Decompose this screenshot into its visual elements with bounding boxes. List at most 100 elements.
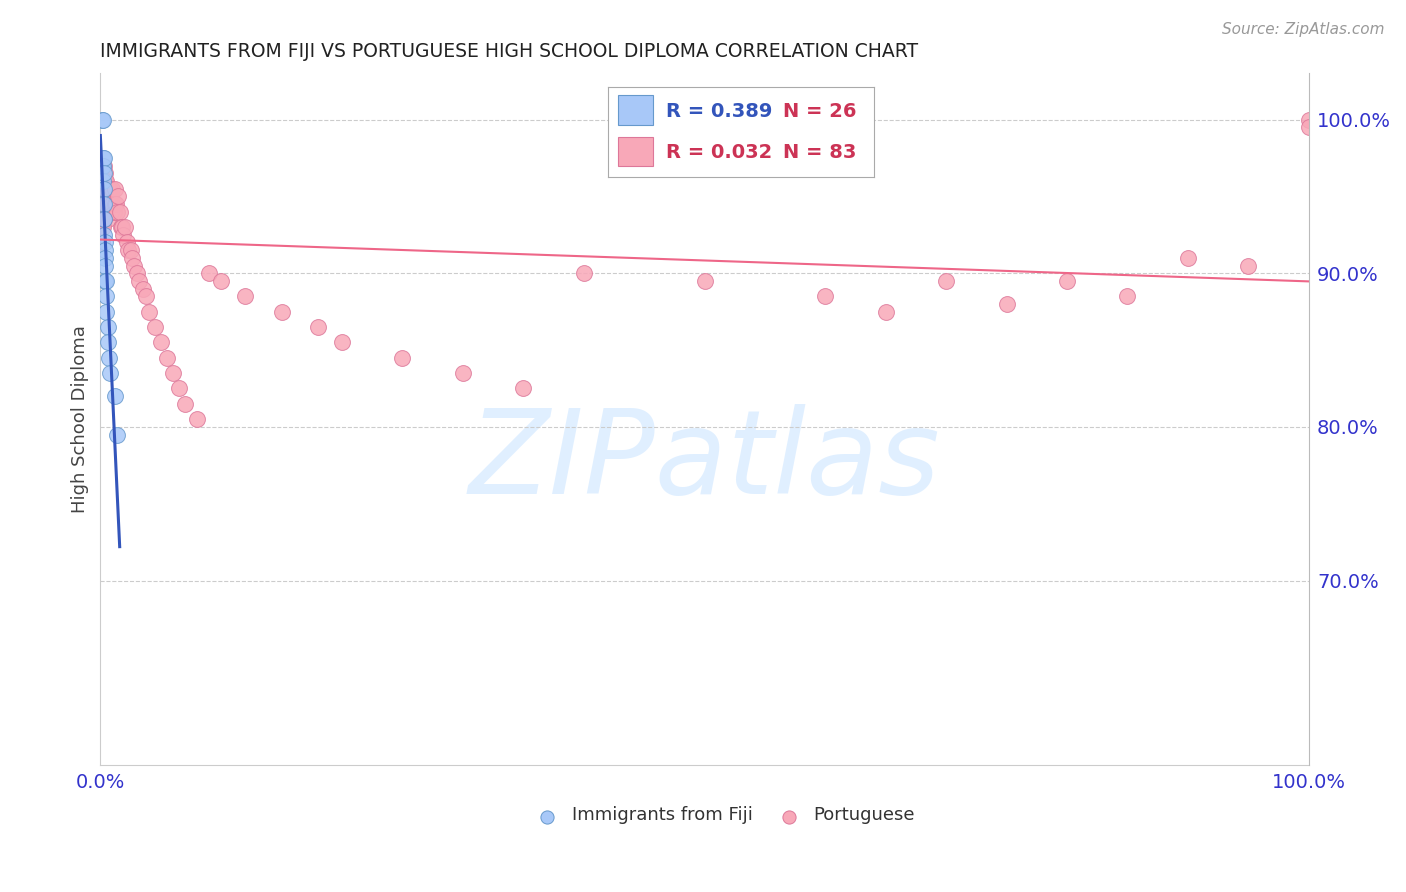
Point — [105, 204, 128, 219]
Point — [97, 335, 120, 350]
Point — [93, 182, 115, 196]
Point — [96, 274, 118, 288]
Point — [94, 259, 117, 273]
Point — [96, 182, 118, 196]
Text: Portuguese: Portuguese — [813, 805, 915, 824]
Point — [512, 382, 534, 396]
Point — [104, 182, 127, 196]
Point — [93, 212, 115, 227]
Point — [97, 197, 120, 211]
Point — [125, 266, 148, 280]
Point — [117, 243, 139, 257]
Point — [97, 320, 120, 334]
Point — [995, 297, 1018, 311]
Point — [91, 166, 114, 180]
Point — [91, 174, 114, 188]
Point — [138, 304, 160, 318]
Point — [97, 182, 120, 196]
Point — [96, 174, 118, 188]
Point — [104, 389, 127, 403]
Text: IMMIGRANTS FROM FIJI VS PORTUGUESE HIGH SCHOOL DIPLOMA CORRELATION CHART: IMMIGRANTS FROM FIJI VS PORTUGUESE HIGH … — [100, 42, 918, 61]
Point — [94, 243, 117, 257]
Point — [90, 220, 112, 235]
Point — [143, 320, 166, 334]
Point — [94, 274, 117, 288]
Point — [97, 212, 120, 227]
Point — [105, 197, 128, 211]
Point — [107, 189, 129, 203]
Point — [94, 189, 117, 203]
Point — [156, 351, 179, 365]
Point — [90, 159, 112, 173]
Point — [103, 204, 125, 219]
Point — [94, 166, 117, 180]
Point — [135, 289, 157, 303]
Point — [814, 289, 837, 303]
Point — [174, 397, 197, 411]
Point — [1298, 112, 1320, 127]
Point — [112, 227, 135, 242]
Point — [1298, 120, 1320, 135]
Point — [93, 227, 115, 242]
Point — [97, 351, 120, 365]
Point — [90, 189, 112, 203]
Point — [91, 189, 114, 203]
Point — [186, 412, 208, 426]
Point — [94, 251, 117, 265]
Point — [91, 151, 114, 165]
Text: Source: ZipAtlas.com: Source: ZipAtlas.com — [1222, 22, 1385, 37]
Point — [1177, 251, 1199, 265]
Point — [128, 274, 150, 288]
Point — [693, 274, 716, 288]
Point — [93, 197, 115, 211]
Point — [93, 159, 115, 173]
Point — [104, 197, 127, 211]
Point — [120, 243, 142, 257]
Point — [91, 112, 114, 127]
Point — [93, 212, 115, 227]
Point — [97, 197, 120, 211]
Text: Immigrants from Fiji: Immigrants from Fiji — [572, 805, 752, 824]
Point — [101, 197, 124, 211]
Point — [91, 159, 114, 173]
Point — [90, 159, 112, 173]
Point — [90, 174, 112, 188]
Point — [98, 366, 121, 380]
Point — [131, 282, 153, 296]
Point — [122, 259, 145, 273]
Point — [93, 166, 115, 180]
Point — [105, 427, 128, 442]
Point — [935, 274, 957, 288]
Point — [121, 251, 143, 265]
Point — [391, 351, 413, 365]
Point — [91, 220, 114, 235]
Point — [198, 266, 221, 280]
Point — [96, 304, 118, 318]
Point — [572, 266, 595, 280]
Point — [875, 304, 897, 318]
Point — [115, 235, 138, 250]
Point — [93, 151, 115, 165]
Point — [94, 174, 117, 188]
Point — [100, 189, 122, 203]
Point — [111, 220, 134, 235]
Point — [1116, 289, 1139, 303]
Point — [270, 304, 292, 318]
Point — [101, 182, 124, 196]
Point — [167, 382, 190, 396]
Point — [93, 204, 115, 219]
Point — [90, 112, 112, 127]
Y-axis label: High School Diploma: High School Diploma — [72, 326, 89, 513]
Point — [91, 159, 114, 173]
Point — [307, 320, 329, 334]
Point — [1056, 274, 1078, 288]
Point — [96, 289, 118, 303]
Point — [235, 289, 257, 303]
Point — [330, 335, 353, 350]
Point — [94, 235, 117, 250]
Point — [100, 204, 122, 219]
Point — [93, 182, 115, 196]
Point — [98, 197, 121, 211]
Point — [93, 197, 115, 211]
Point — [91, 174, 114, 188]
